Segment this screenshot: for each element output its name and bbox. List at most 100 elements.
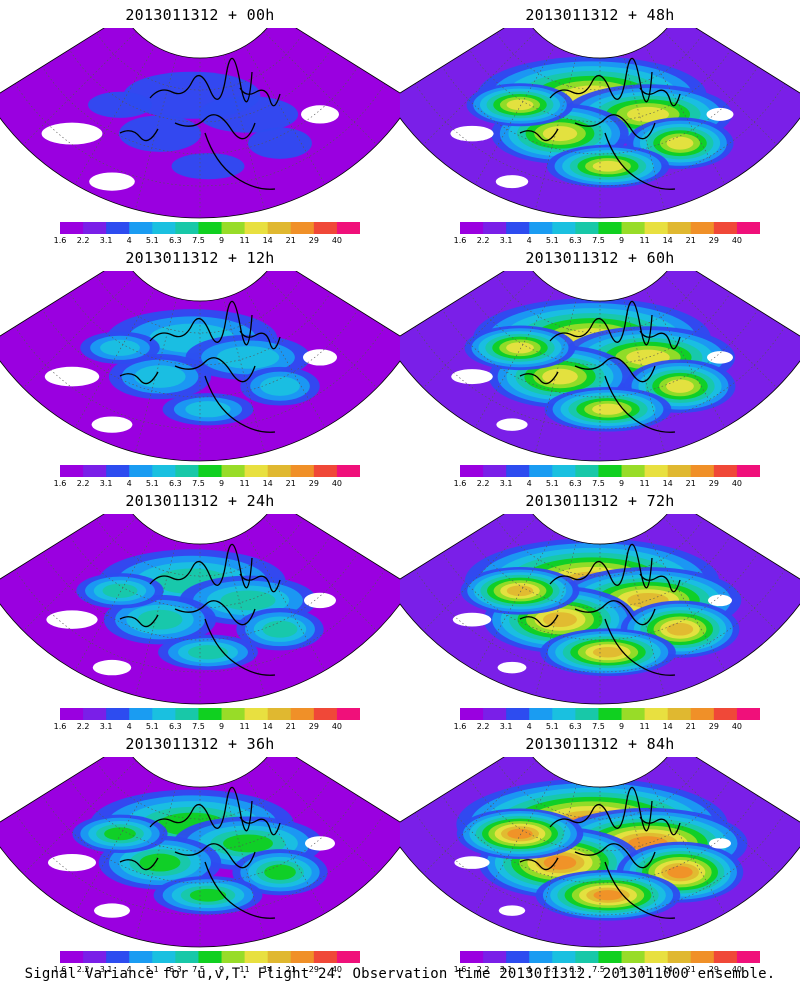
colorbar-tick-label: 14 [662,965,673,974]
colorbar-tick-label: 5.1 [145,236,159,245]
colorbar-swatch [483,222,507,234]
variance-map [400,28,800,219]
colorbar-swatch [575,708,599,720]
colorbar-tick-label: 11 [639,236,650,245]
map-panel: 2013011312 + 60h 1.6 2.2 3.1 4 5.1 6.3 7.5 9 11 14… [400,243,800,488]
colorbar-swatch [244,222,269,234]
colorbar-tick-label: 21 [285,236,296,245]
colorbar-labels: 1.6 2.2 3.1 4 5.1 6.3 7.5 9 11 14 21 29 40 [454,479,760,491]
colorbar-tick-label: 29 [308,236,319,245]
colorbar-swatch [667,222,692,234]
map-panel: 2013011312 + 00h 1.6 2.2 3.1 4 5.1 6.3 7.5 9 11 14… [0,0,400,245]
colorbar-swatch [175,465,199,477]
colorbar-tick-label: 4 [126,722,132,731]
colorbar-swatch [336,708,360,720]
colorbar-swatch [336,222,360,234]
colorbar-swatch [106,465,130,477]
colorbar-tick-label: 6.3 [569,236,582,245]
colorbar-tick-label: 40 [731,479,743,488]
colorbar-swatch [175,708,199,720]
colorbar-swatch [529,465,553,477]
colorbar [460,951,760,963]
colorbar-tick-label: 14 [662,236,673,245]
colorbar-swatch [198,951,223,963]
colorbar-tick-label: 1.6 [53,479,67,488]
colorbar-swatch [244,951,269,963]
colorbar [460,465,760,477]
colorbar-tick-label: 29 [708,722,719,731]
colorbar-tick-label: 40 [731,236,743,245]
colorbar-swatch [690,465,715,477]
panel-title: 2013011312 + 48h [525,6,675,24]
colorbar-tick-label: 21 [685,479,696,488]
colorbar-tick-label: 2.2 [76,236,90,245]
colorbar-swatch [336,465,360,477]
colorbar-labels: 1.6 2.2 3.1 4 5.1 6.3 7.5 9 11 14 21 29 40 [54,236,360,248]
colorbar-swatch [598,222,623,234]
colorbar-swatch [152,708,176,720]
colorbar-swatch [713,465,738,477]
colorbar-tick-label: 29 [708,479,719,488]
colorbar-tick-label: 6.3 [569,479,582,488]
colorbar-swatch [575,951,599,963]
colorbar-swatch [221,465,246,477]
colorbar-swatch [713,708,738,720]
colorbar-tick-label: 3.1 [99,479,113,488]
colorbar-tick-label: 9 [218,722,225,731]
colorbar-tick-label: 7.5 [192,479,205,488]
colorbar-tick-label: 14 [262,479,273,488]
colorbar-labels: 1.6 2.2 3.1 4 5.1 6.3 7.5 9 11 14 21 29 40 [54,722,360,734]
colorbar-tick-label: 9 [618,236,625,245]
colorbar-tick-label: 4 [526,965,532,974]
panel-title: 2013011312 + 84h [525,735,675,753]
colorbar-tick-label: 4 [126,236,132,245]
colorbar-tick-label: 29 [708,236,719,245]
colorbar-swatch [221,951,246,963]
colorbar-tick-label: 11 [639,479,650,488]
colorbar-tick-label: 2.2 [476,722,490,731]
colorbar-tick-label: 7.5 [592,965,605,974]
map-panel: 2013011312 + 12h 1.6 2.2 3.1 4 5.1 6.3 7.5 9 11 14… [0,243,400,488]
colorbar-swatch [106,222,130,234]
colorbar-swatch [736,222,760,234]
colorbar-swatch [483,951,507,963]
colorbar-swatch [529,708,553,720]
colorbar-swatch [621,465,646,477]
colorbar-swatch [198,465,223,477]
colorbar-swatch [598,951,623,963]
colorbar-tick-label: 40 [331,236,343,245]
colorbar-tick-label: 1.6 [453,236,467,245]
colorbar-labels: 1.6 2.2 3.1 4 5.1 6.3 7.5 9 11 14 21 29 40 [54,479,360,491]
colorbar-tick-label: 1.6 [453,722,467,731]
colorbar-tick-label: 2.2 [476,479,490,488]
panel-title: 2013011312 + 72h [525,492,675,510]
colorbar-tick-label: 40 [331,479,343,488]
colorbar-swatch [60,951,84,963]
map-panel: 2013011312 + 72h 1.6 2.2 3.1 4 5.1 6.3 7.5 9 11 14… [400,486,800,731]
colorbar-swatch [106,708,130,720]
colorbar-tick-label: 11 [239,236,250,245]
panel-title: 2013011312 + 00h [125,6,275,24]
colorbar-tick-label: 14 [262,965,273,974]
colorbar-tick-label: 6.3 [169,965,182,974]
colorbar-swatch [60,708,84,720]
colorbar-swatch [336,951,360,963]
colorbar-swatch [267,222,292,234]
colorbar-tick-label: 40 [731,722,743,731]
colorbar-swatch [690,708,715,720]
colorbar-swatch [244,465,269,477]
colorbar-swatch [460,222,484,234]
colorbar-labels: 1.6 2.2 3.1 4 5.1 6.3 7.5 9 11 14 21 29 40 [54,965,360,977]
colorbar-tick-label: 6.3 [569,722,582,731]
colorbar-swatch [313,222,338,234]
colorbar-swatch [690,222,715,234]
colorbar-tick-label: 11 [639,722,650,731]
colorbar-tick-label: 11 [639,965,650,974]
colorbar-swatch [506,708,530,720]
colorbar-tick-label: 4 [526,236,532,245]
colorbar-swatch [313,708,338,720]
colorbar [60,222,360,234]
colorbar-swatch [690,951,715,963]
colorbar-tick-label: 5.1 [145,722,159,731]
colorbar-tick-label: 21 [285,965,296,974]
